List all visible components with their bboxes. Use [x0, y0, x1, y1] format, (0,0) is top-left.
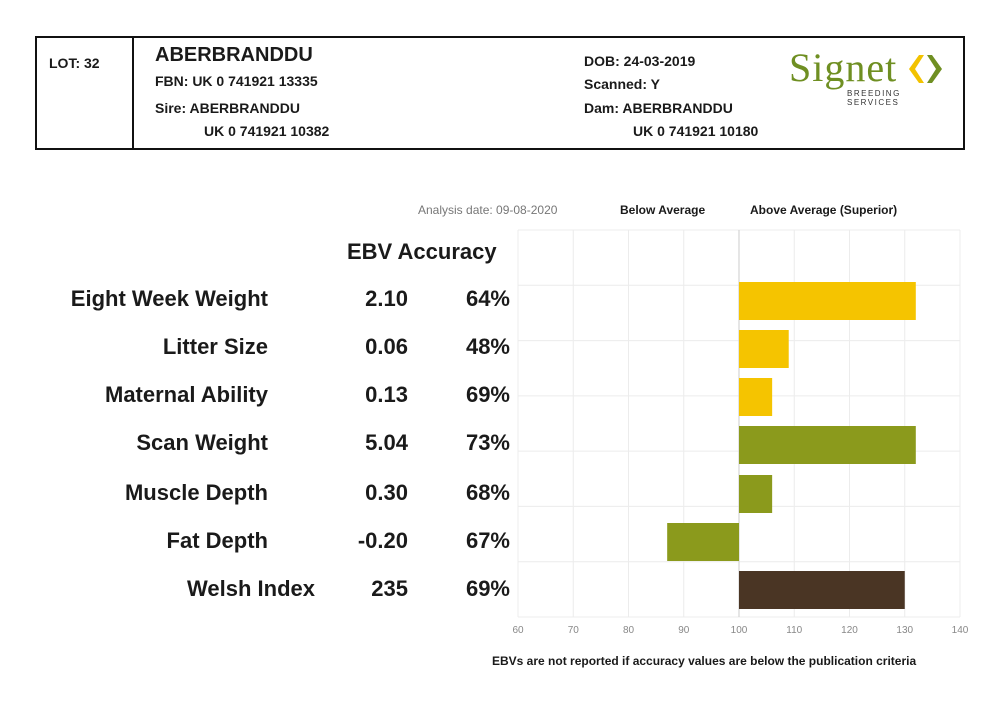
- bar-eight-week-weight: [739, 282, 916, 320]
- trait-accuracy: 67%: [465, 528, 510, 553]
- bar-litter-size: [739, 330, 789, 368]
- trait-accuracy: 48%: [465, 334, 510, 359]
- dam-id: UK 0 741921 10180: [633, 123, 759, 139]
- sire-name: Sire: ABERBRANDDU: [155, 100, 300, 116]
- x-tick-label: 140: [952, 625, 969, 636]
- lot-number: LOT: 32: [49, 55, 100, 71]
- bar-scan-weight: [739, 426, 916, 464]
- trait-ebv: -0.20: [357, 528, 408, 553]
- trait-accuracy: 69%: [465, 382, 510, 407]
- fbn-number: FBN: UK 0 741921 13335: [155, 73, 318, 89]
- signet-logo: Signet BREEDING SERVICES: [789, 44, 949, 107]
- ebv-accuracy-heading: EBV Accuracy: [347, 239, 497, 264]
- trait-name: Litter Size: [162, 334, 268, 359]
- x-tick-label: 130: [896, 625, 913, 636]
- x-tick-label: 120: [841, 625, 858, 636]
- trait-name: Muscle Depth: [124, 480, 268, 505]
- dam-name: Dam: ABERBRANDDU: [584, 100, 733, 116]
- scanned-status: Scanned: Y: [584, 76, 660, 92]
- above-average-label: Above Average (Superior): [750, 203, 898, 217]
- x-tick-label: 90: [678, 625, 690, 636]
- trait-ebv: 0.06: [365, 334, 408, 359]
- trait-ebv: 2.10: [365, 286, 408, 311]
- logo-subtitle: BREEDING SERVICES: [847, 89, 901, 107]
- trait-ebv: 0.30: [365, 480, 408, 505]
- trait-ebv: 235: [371, 576, 408, 601]
- logo-wordmark: Signet: [789, 45, 898, 90]
- trait-name: Welsh Index: [187, 576, 315, 601]
- analysis-date: Analysis date: 09-08-2020: [418, 203, 558, 217]
- x-tick-label: 100: [731, 625, 748, 636]
- trait-accuracy: 64%: [465, 286, 510, 311]
- header-divider: [132, 38, 134, 148]
- sire-id: UK 0 741921 10382: [204, 123, 330, 139]
- trait-accuracy: 69%: [465, 576, 510, 601]
- trait-name: Scan Weight: [136, 430, 268, 455]
- trait-accuracy: 73%: [465, 430, 510, 455]
- bar-fat-depth: [667, 523, 739, 561]
- animal-name: ABERBRANDDU: [155, 44, 313, 66]
- footnote: EBVs are not reported if accuracy values…: [492, 654, 917, 668]
- bar-muscle-depth: [739, 475, 773, 513]
- chevrons-icon: [909, 55, 942, 83]
- bar-welsh-index: [739, 571, 905, 609]
- trait-name: Eight Week Weight: [70, 286, 268, 311]
- trait-ebv: 5.04: [365, 430, 408, 455]
- x-tick-label: 110: [786, 625, 802, 636]
- trait-name: Fat Depth: [166, 528, 268, 553]
- trait-ebv: 0.13: [365, 382, 408, 407]
- x-tick-label: 60: [512, 625, 524, 636]
- bar-maternal-ability: [739, 378, 773, 416]
- date-of-birth: DOB: 24-03-2019: [584, 53, 696, 69]
- trait-accuracy: 68%: [465, 480, 510, 505]
- x-tick-label: 80: [623, 625, 635, 636]
- x-tick-label: 70: [568, 625, 580, 636]
- trait-name: Maternal Ability: [105, 382, 268, 407]
- below-average-label: Below Average: [620, 203, 706, 217]
- animal-header: LOT: 32 ABERBRANDDU FBN: UK 0 741921 133…: [35, 36, 965, 150]
